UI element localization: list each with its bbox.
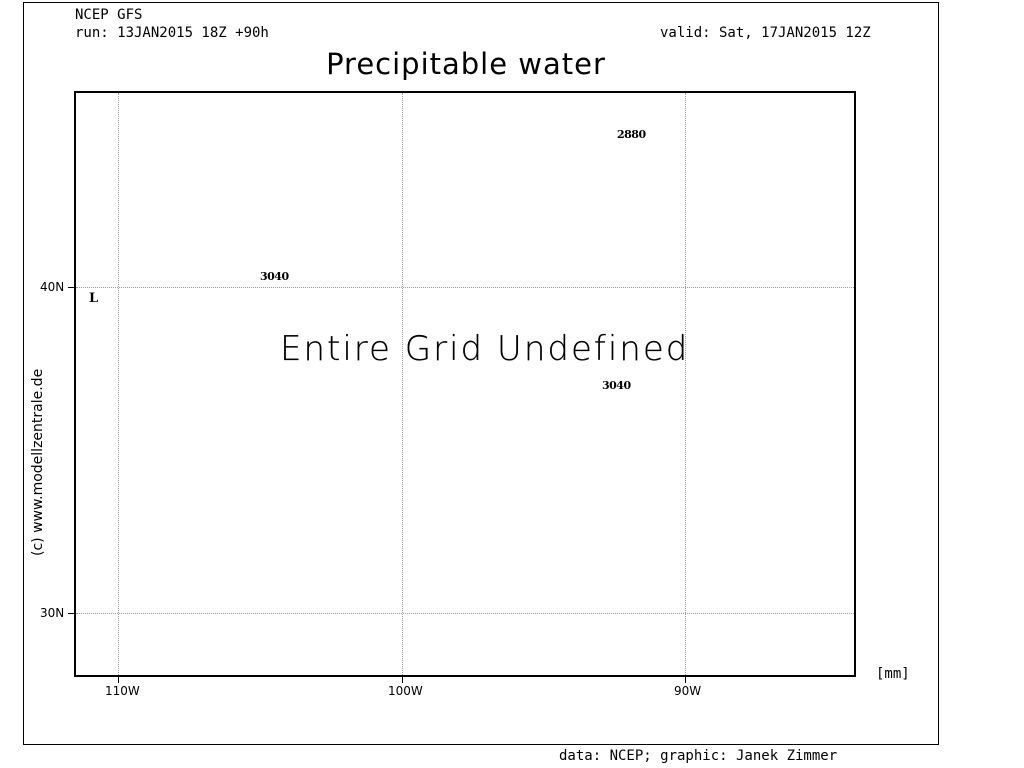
x-tick-label-100w: 100W bbox=[388, 684, 423, 698]
contour-label: 3040 bbox=[602, 379, 631, 392]
run-info: run: 13JAN2015 18Z +90h bbox=[75, 25, 269, 41]
x-tick-label-110w: 110W bbox=[105, 684, 140, 698]
unit-label: [mm] bbox=[876, 666, 910, 682]
model-name: NCEP GFS bbox=[75, 7, 143, 23]
map-frame bbox=[23, 2, 939, 745]
grid-undefined-message: Entire Grid Undefined bbox=[280, 329, 690, 369]
gridline-110w bbox=[118, 93, 119, 675]
low-pressure-marker: L bbox=[89, 291, 98, 306]
gridline-30n bbox=[76, 613, 854, 614]
x-tick-label-90w: 90W bbox=[674, 684, 702, 698]
data-credit: data: NCEP; graphic: Janek Zimmer bbox=[559, 748, 838, 764]
tick-40n bbox=[68, 287, 74, 288]
map-plot-area: L 3040 2880 3040 Entire Grid Undefined bbox=[68, 91, 856, 683]
tick-110w bbox=[118, 675, 119, 683]
y-tick-label-40n: 40N bbox=[40, 280, 65, 294]
copyright-text: (c) www.modellzentrale.de bbox=[30, 368, 46, 556]
gridline-90w bbox=[685, 93, 686, 675]
gridline-40n bbox=[76, 287, 854, 288]
valid-time: valid: Sat, 17JAN2015 12Z bbox=[660, 25, 871, 41]
map-title: Precipitable water bbox=[326, 47, 606, 81]
contour-label: 3040 bbox=[260, 270, 289, 283]
gridline-100w bbox=[402, 93, 403, 675]
y-tick-label-30n: 30N bbox=[40, 606, 65, 620]
contour-label: 2880 bbox=[617, 128, 646, 141]
tick-90w bbox=[685, 675, 686, 683]
tick-100w bbox=[402, 675, 403, 683]
tick-30n bbox=[68, 613, 74, 614]
